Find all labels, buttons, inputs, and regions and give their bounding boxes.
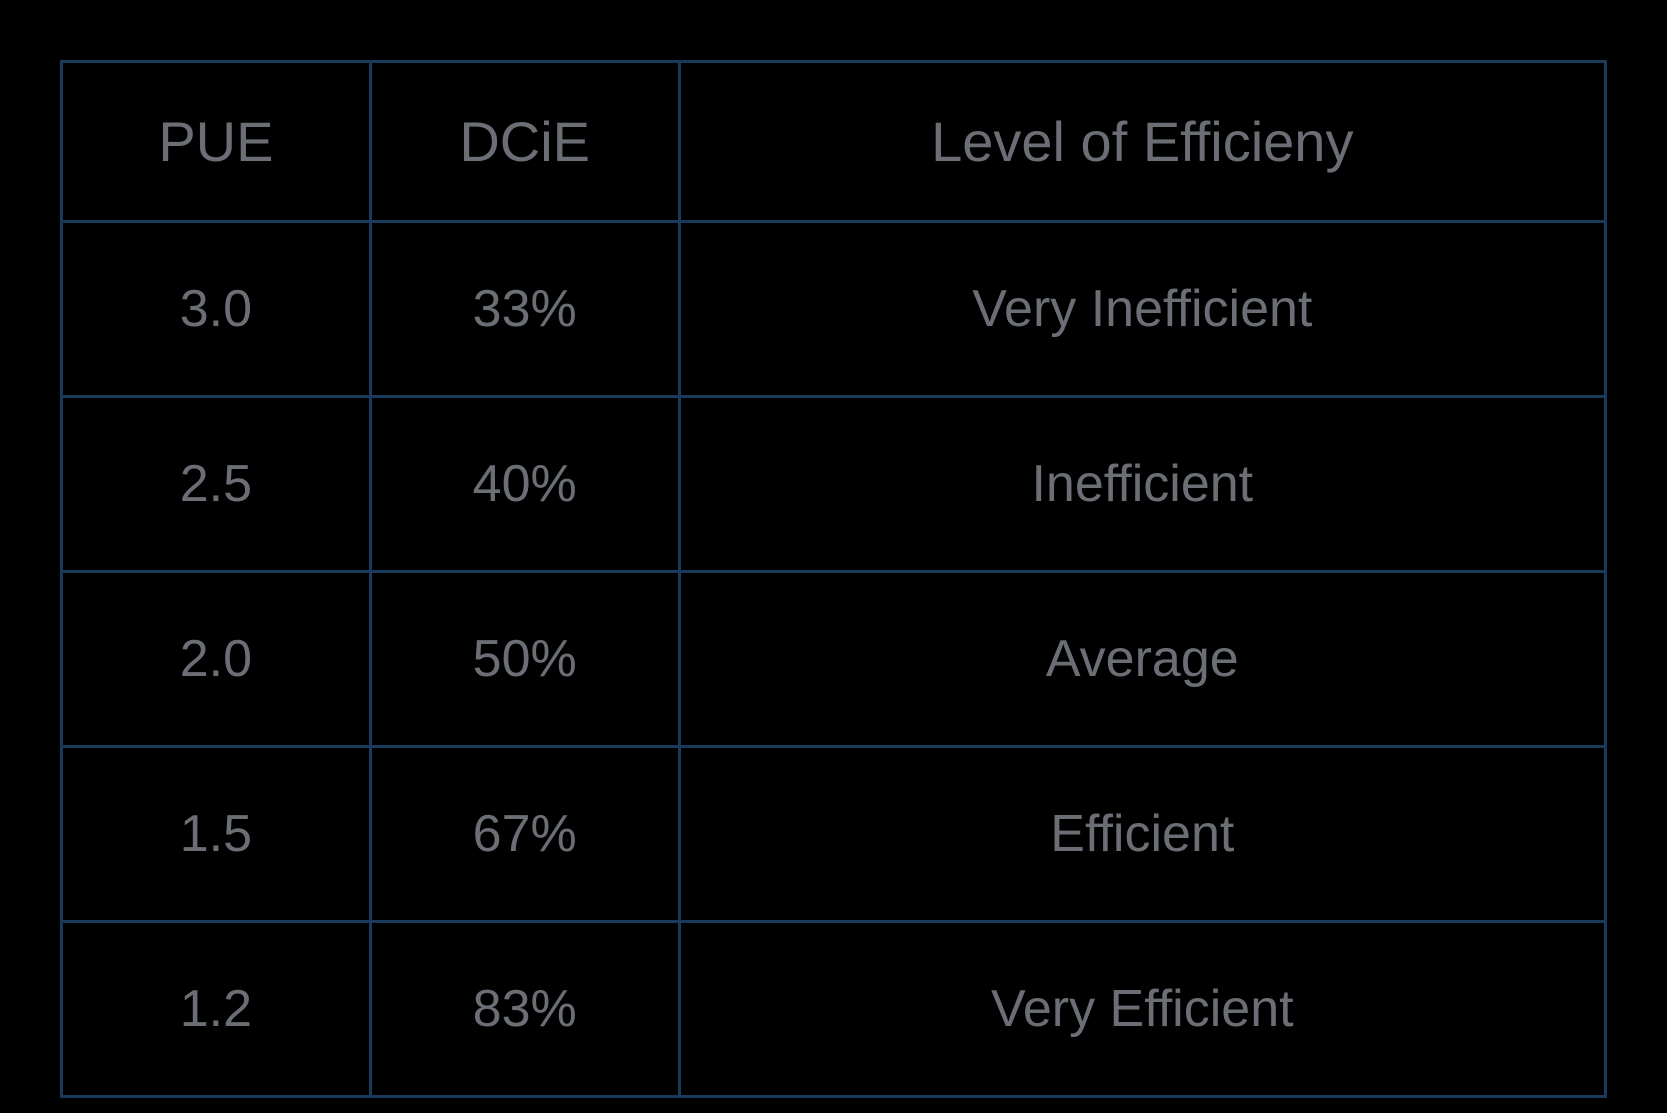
cell-dcie: 83% xyxy=(370,922,679,1097)
table-row: 3.0 33% Very Inefficient xyxy=(62,222,1606,397)
cell-pue: 2.5 xyxy=(62,397,371,572)
column-header-level: Level of Efficieny xyxy=(679,62,1605,222)
table-row: 2.5 40% Inefficient xyxy=(62,397,1606,572)
column-header-pue: PUE xyxy=(62,62,371,222)
efficiency-table-container: PUE DCiE Level of Efficieny 3.0 33% Very… xyxy=(60,60,1607,1053)
cell-dcie: 40% xyxy=(370,397,679,572)
cell-level: Efficient xyxy=(679,747,1605,922)
cell-level: Very Efficient xyxy=(679,922,1605,1097)
table-row: 1.5 67% Efficient xyxy=(62,747,1606,922)
cell-dcie: 67% xyxy=(370,747,679,922)
cell-pue: 1.5 xyxy=(62,747,371,922)
cell-pue: 3.0 xyxy=(62,222,371,397)
column-header-dcie: DCiE xyxy=(370,62,679,222)
cell-dcie: 50% xyxy=(370,572,679,747)
cell-level: Very Inefficient xyxy=(679,222,1605,397)
table-header-row: PUE DCiE Level of Efficieny xyxy=(62,62,1606,222)
cell-level: Inefficient xyxy=(679,397,1605,572)
table-row: 1.2 83% Very Efficient xyxy=(62,922,1606,1097)
cell-pue: 1.2 xyxy=(62,922,371,1097)
cell-level: Average xyxy=(679,572,1605,747)
cell-dcie: 33% xyxy=(370,222,679,397)
table-row: 2.0 50% Average xyxy=(62,572,1606,747)
efficiency-table: PUE DCiE Level of Efficieny 3.0 33% Very… xyxy=(60,60,1607,1098)
cell-pue: 2.0 xyxy=(62,572,371,747)
